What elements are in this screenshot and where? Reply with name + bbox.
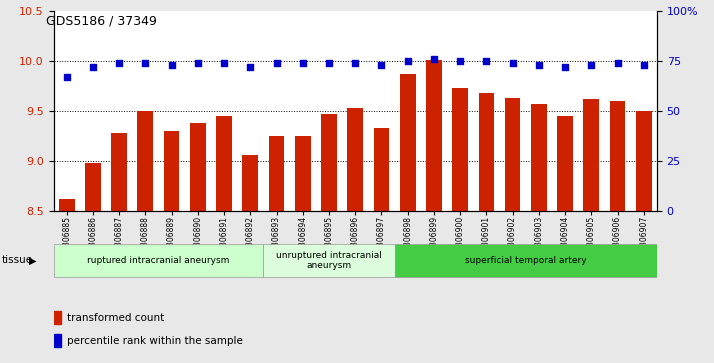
Bar — [243, 155, 258, 211]
Point — [402, 58, 413, 64]
Bar — [347, 108, 363, 211]
Bar — [138, 111, 154, 211]
Point — [612, 60, 623, 66]
Bar — [216, 116, 232, 211]
Point — [166, 62, 177, 68]
Point — [192, 60, 203, 66]
Bar — [610, 101, 625, 211]
Bar — [54, 244, 263, 277]
Point — [140, 60, 151, 66]
Point — [245, 64, 256, 70]
Point — [323, 60, 335, 66]
Point — [87, 64, 99, 70]
Text: percentile rank within the sample: percentile rank within the sample — [67, 336, 243, 346]
Bar — [426, 60, 442, 211]
Point — [350, 60, 361, 66]
Point — [114, 60, 125, 66]
Point — [218, 60, 230, 66]
Bar — [263, 244, 395, 277]
Point — [559, 64, 570, 70]
Point — [454, 58, 466, 64]
Text: ruptured intracranial aneurysm: ruptured intracranial aneurysm — [87, 256, 230, 265]
Bar — [321, 114, 337, 211]
Bar — [636, 111, 652, 211]
Point — [376, 62, 387, 68]
Bar — [268, 136, 284, 211]
Point — [297, 60, 308, 66]
Bar — [85, 163, 101, 211]
Text: tissue: tissue — [1, 256, 33, 265]
Point — [481, 58, 492, 64]
Point — [638, 62, 650, 68]
Point — [533, 62, 545, 68]
Text: GDS5186 / 37349: GDS5186 / 37349 — [46, 15, 157, 28]
Bar — [478, 93, 494, 211]
Bar — [557, 116, 573, 211]
Bar — [190, 123, 206, 211]
Bar — [59, 199, 74, 211]
Bar — [54, 311, 61, 324]
Point — [428, 56, 440, 62]
Point — [271, 60, 282, 66]
Text: ▶: ▶ — [29, 256, 36, 265]
Bar — [505, 98, 521, 211]
Bar — [452, 88, 468, 211]
Point — [507, 60, 518, 66]
Bar — [295, 136, 311, 211]
Bar — [400, 74, 416, 211]
Point — [585, 62, 597, 68]
Bar — [531, 104, 547, 211]
Text: transformed count: transformed count — [67, 313, 165, 323]
Text: unruptured intracranial
aneurysm: unruptured intracranial aneurysm — [276, 251, 382, 270]
Text: superficial temporal artery: superficial temporal artery — [465, 256, 586, 265]
Bar — [164, 131, 179, 211]
Bar — [395, 244, 657, 277]
Bar — [583, 99, 599, 211]
Point — [61, 74, 72, 79]
Bar — [373, 128, 389, 211]
Bar — [111, 133, 127, 211]
Bar — [54, 334, 61, 347]
